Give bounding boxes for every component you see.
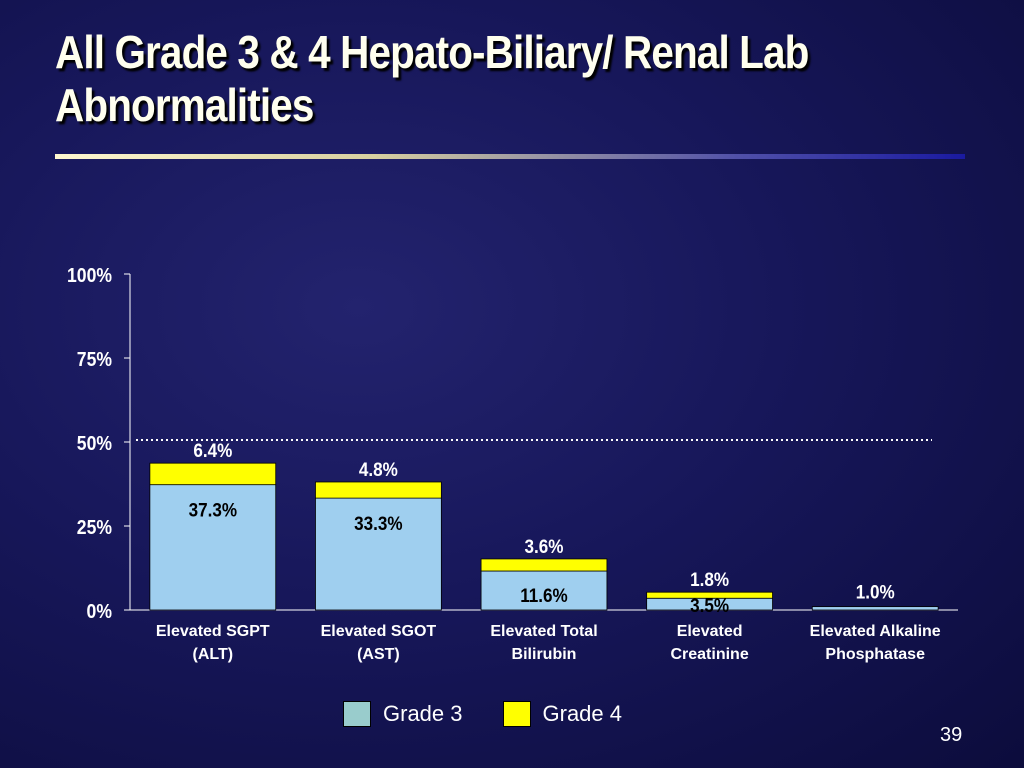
bar-grade4-0 [149, 462, 277, 486]
bar-label-grade4-1: 4.8% [359, 459, 398, 480]
legend-label-grade3: Grade 3 [383, 701, 463, 726]
y-tick-label-2: 50% [77, 432, 112, 454]
bar-grade3-4 [811, 606, 939, 611]
bar-label-grade4-4: 1.0% [856, 582, 895, 603]
legend-item-grade3: Grade 3 [343, 701, 463, 727]
category-label-3-0: Elevated [677, 623, 743, 640]
bar-label-grade4-3: 1.8% [690, 569, 729, 590]
category-label-1-1: (AST) [357, 646, 400, 663]
category-label-4-0: Elevated Alkaline [810, 623, 941, 640]
bar-label-grade3-1: 33.3% [354, 513, 402, 534]
legend-swatch-grade4 [502, 701, 531, 727]
y-tick-label-3: 75% [77, 348, 112, 370]
legend-item-grade4: Grade 4 [502, 701, 623, 727]
category-label-3-1: Creatinine [670, 646, 748, 663]
bar-label-grade3-0: 37.3% [189, 500, 237, 521]
y-tick-label-0: 0% [87, 600, 113, 622]
y-tick-label-4: 100% [67, 264, 112, 286]
bar-grade4-2 [480, 558, 608, 572]
bar-grade3-0 [149, 484, 277, 611]
category-label-0-1: (ALT) [193, 646, 234, 663]
slide-title: All Grade 3 & 4 Hepato-Biliary/ Renal La… [55, 26, 809, 131]
category-label-0-0: Elevated SGPT [156, 623, 270, 640]
y-tick-label-1: 25% [77, 516, 112, 538]
bar-grade4-3 [646, 591, 773, 599]
bar-label-grade4-0: 6.4% [193, 440, 232, 461]
category-label-1-0: Elevated SGOT [321, 623, 437, 640]
bar-label-grade3-2: 11.6% [520, 585, 568, 606]
bar-grade3-1 [315, 497, 442, 611]
bar-label-grade3-3: 3.5% [690, 595, 729, 616]
title-underline [55, 154, 965, 159]
legend-swatch-grade3 [343, 701, 371, 727]
chart-legend: Grade 3 Grade 4 [343, 700, 662, 728]
bar-grade3-2 [480, 570, 608, 611]
category-label-2-0: Elevated Total [490, 623, 597, 640]
stacked-bar-chart: 0% 25% 50% 75% 100% 37.3% 6.4% Elevated SGPT (AL… [67, 264, 941, 663]
legend-label-grade4: Grade 4 [542, 701, 623, 726]
page-number: 39 [940, 724, 963, 746]
bar-label-grade4-2: 3.6% [525, 536, 564, 557]
category-label-4-1: Phosphatase [825, 646, 925, 663]
category-label-2-1: Bilirubin [512, 646, 577, 663]
bar-grade4-1 [315, 481, 442, 499]
